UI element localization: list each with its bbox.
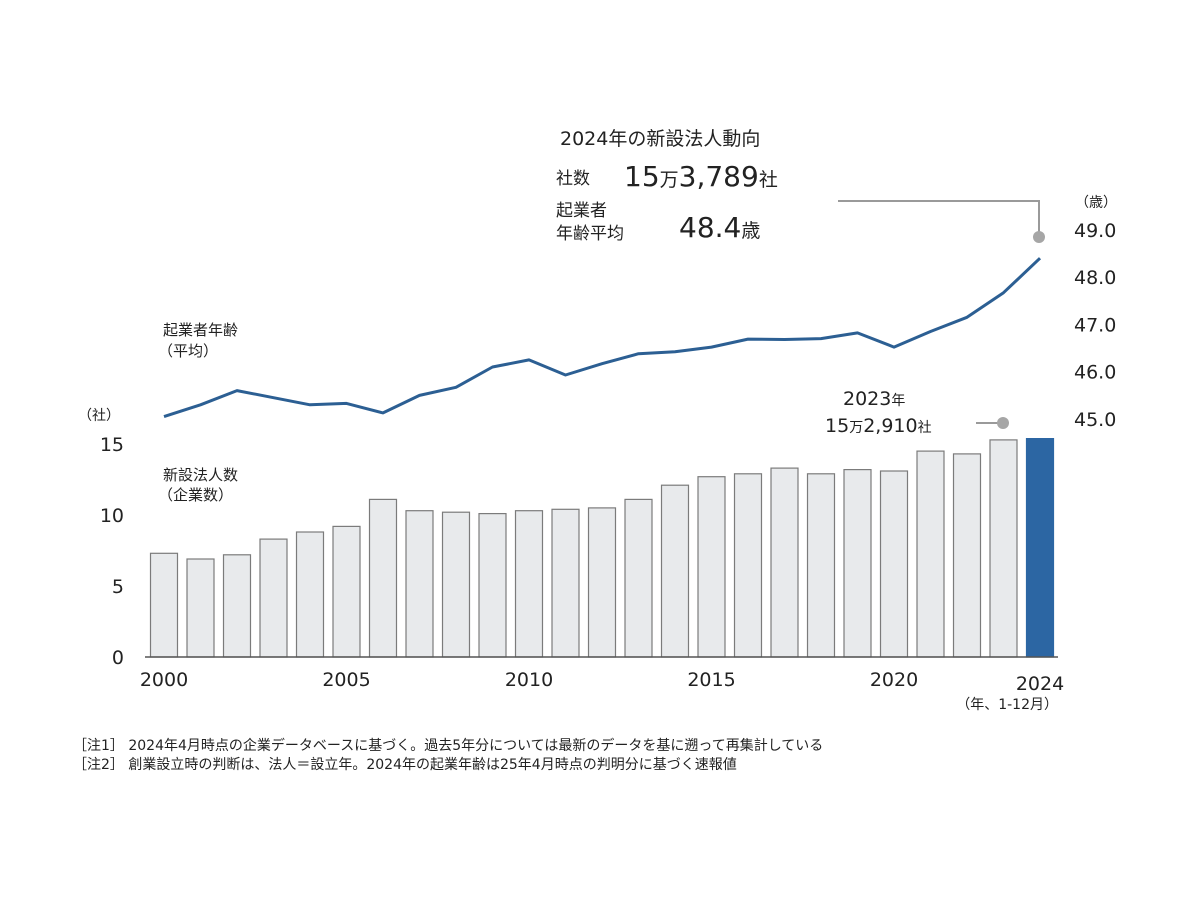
value-part: 15	[624, 160, 660, 193]
line-series	[163, 257, 1042, 419]
value-part: 社	[759, 169, 778, 191]
bar-series-label-sub: （企業数）	[158, 486, 233, 504]
bar-2003	[259, 538, 288, 658]
bar-2021	[916, 450, 945, 658]
bar-2007	[405, 510, 434, 658]
left-tick-label: 10	[100, 505, 124, 527]
value-part: 15	[825, 415, 849, 437]
bar-2023	[989, 439, 1018, 658]
bar-2013	[624, 498, 653, 658]
x-tick-label: 2005	[322, 669, 370, 691]
bar-2008	[441, 511, 471, 658]
value-part: 2,910	[863, 415, 917, 437]
footnotes: ［注1］ 2024年4月時点の企業データベースに基づく。過去5年分については最新…	[73, 737, 823, 775]
value-part: 万	[849, 420, 863, 436]
bar-2024	[1025, 438, 1055, 658]
bar-2009	[478, 512, 507, 658]
bar-2010	[514, 510, 544, 658]
bar-2017	[770, 467, 799, 658]
value-part: 万	[660, 169, 679, 191]
bar-2016	[733, 473, 763, 658]
bar-2020	[879, 470, 909, 658]
value-part: 2023	[843, 388, 891, 410]
x-axis-unit: （年、1-12月）	[956, 697, 1058, 713]
value-part: 48.4	[679, 211, 741, 244]
bar-2022	[952, 453, 982, 658]
value-part: 社	[918, 420, 932, 436]
bar-2015	[697, 476, 726, 658]
left-tick-label: 0	[112, 647, 124, 669]
right-tick-label: 45.0	[1074, 409, 1116, 431]
right-axis-unit: （歳）	[1075, 195, 1117, 211]
callout-2023-year: 2023年	[843, 388, 905, 410]
x-tick-label: 2010	[505, 669, 553, 691]
x-tick-label: 2000	[140, 669, 188, 691]
callout-2023: 2023年 15万2,910社	[825, 388, 1009, 437]
callout-2023-dot	[997, 417, 1009, 429]
callout-2024: 2024年の新設法人動向 社数 15万3,789社 起業者 年齢平均 48.4歳	[556, 128, 1045, 244]
right-tick-label: 47.0	[1074, 314, 1116, 336]
bar-2005	[332, 525, 361, 658]
callout-2024-companies-value: 15万3,789社	[624, 160, 778, 193]
left-axis-unit: （社）	[78, 408, 120, 424]
left-tick-label: 15	[100, 434, 124, 456]
callout-2024-leader	[838, 200, 1040, 237]
value-part: 3,789	[679, 160, 759, 193]
value-part: 歳	[741, 220, 760, 242]
bar-2004	[295, 531, 325, 658]
callout-2024-title: 2024年の新設法人動向	[560, 128, 760, 150]
right-tick-label: 46.0	[1074, 362, 1116, 384]
footnote-2: ［注2］ 創業設立時の判断は、法人＝設立年。2024年の起業年齢は25年4月時点…	[73, 757, 737, 773]
right-tick-label: 49.0	[1074, 220, 1116, 242]
callout-2024-companies-label: 社数	[556, 169, 590, 189]
bar-2000	[149, 552, 179, 658]
value-part: 年	[891, 393, 905, 409]
bar-series-label: 新設法人数	[163, 466, 238, 484]
bar-2014	[660, 484, 690, 658]
bar-series	[149, 438, 1055, 658]
callout-2024-age-label-sub: 年齢平均	[556, 224, 624, 244]
footnote-1: ［注1］ 2024年4月時点の企業データベースに基づく。過去5年分については最新…	[73, 738, 824, 754]
left-tick-label: 5	[112, 576, 124, 598]
bar-2011	[551, 508, 580, 658]
callout-2023-value: 15万2,910社	[825, 415, 932, 437]
callout-2024-age-label: 起業者	[556, 201, 607, 221]
line-series-label: 起業者年齢	[163, 321, 238, 339]
bar-2001	[186, 558, 215, 658]
bar-2006	[368, 498, 398, 658]
age-line	[163, 257, 1042, 419]
bar-2018	[806, 473, 836, 658]
bar-2012	[587, 507, 617, 658]
bar-2002	[222, 554, 252, 658]
right-tick-label: 48.0	[1074, 267, 1116, 289]
callout-2024-dot	[1033, 231, 1045, 243]
x-tick-label: 2015	[687, 669, 735, 691]
x-axis-ticks: 2000 2005 2010 2015 2020 2024	[140, 669, 1064, 695]
left-axis-ticks: 0 5 10 15	[100, 434, 124, 669]
bar-2019	[843, 469, 872, 658]
line-series-label-sub: （平均）	[158, 342, 218, 360]
callout-2024-age-value: 48.4歳	[679, 211, 760, 244]
x-tick-label: 2024	[1016, 673, 1064, 695]
right-axis-ticks: 45.0 46.0 47.0 48.0 49.0	[1074, 220, 1116, 431]
x-tick-label: 2020	[870, 669, 918, 691]
